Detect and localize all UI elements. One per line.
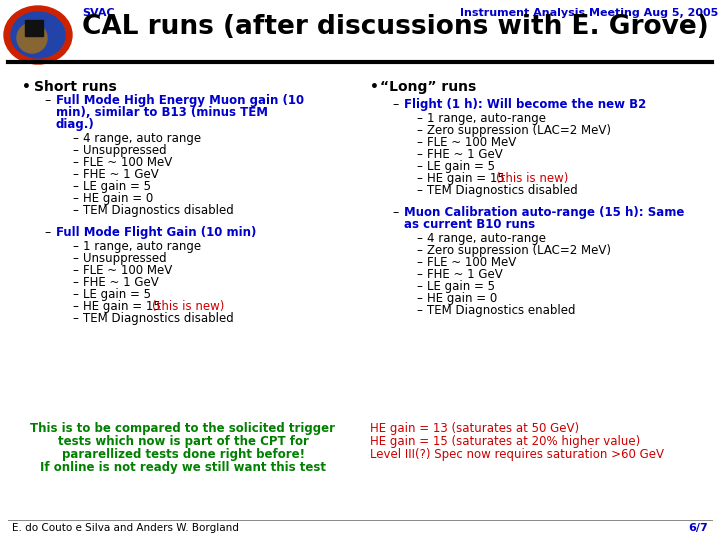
Ellipse shape [4,6,72,64]
Text: –: – [72,204,78,217]
Text: 4 range, auto range: 4 range, auto range [83,132,201,145]
Text: –: – [72,276,78,289]
Text: –: – [416,124,422,137]
Text: TEM Diagnostics disabled: TEM Diagnostics disabled [427,184,577,197]
Text: tests which now is part of the CPT for: tests which now is part of the CPT for [58,435,308,448]
Text: –: – [416,232,422,245]
Text: –: – [72,252,78,265]
Text: –: – [72,132,78,145]
Text: –: – [72,180,78,193]
Text: FLE ~ 100 MeV: FLE ~ 100 MeV [427,256,516,269]
Text: FHE ~ 1 GeV: FHE ~ 1 GeV [83,168,158,181]
Text: Zero suppression (LAC=2 MeV): Zero suppression (LAC=2 MeV) [427,124,611,137]
Text: FLE ~ 100 MeV: FLE ~ 100 MeV [83,264,172,277]
Text: –: – [416,172,422,185]
Text: –: – [416,148,422,161]
Text: –: – [72,264,78,277]
Text: HE gain = 15: HE gain = 15 [427,172,508,185]
Text: –: – [416,244,422,257]
Text: FHE ~ 1 GeV: FHE ~ 1 GeV [83,276,158,289]
Text: FLE ~ 100 MeV: FLE ~ 100 MeV [427,136,516,149]
Text: Full Mode Flight Gain (10 min): Full Mode Flight Gain (10 min) [56,226,256,239]
Text: HE gain = 13 (saturates at 50 GeV): HE gain = 13 (saturates at 50 GeV) [370,422,579,435]
Text: Muon Calibration auto-range (15 h): Same: Muon Calibration auto-range (15 h): Same [404,206,685,219]
Text: Full Mode High Energy Muon gain (10: Full Mode High Energy Muon gain (10 [56,94,304,107]
Text: min), similar to B13 (minus TEM: min), similar to B13 (minus TEM [56,106,268,119]
Text: LE gain = 5: LE gain = 5 [427,280,495,293]
Text: LE gain = 5: LE gain = 5 [83,288,151,301]
Text: •: • [370,80,379,94]
Text: –: – [416,292,422,305]
Text: –: – [416,268,422,281]
Text: –: – [416,160,422,173]
Text: SVAC: SVAC [82,8,114,18]
Text: –: – [392,98,398,111]
Text: TEM Diagnostics disabled: TEM Diagnostics disabled [83,204,234,217]
Text: –: – [72,288,78,301]
Text: 1 range, auto-range: 1 range, auto-range [427,112,546,125]
Text: –: – [72,168,78,181]
Text: If online is not ready we still want this test: If online is not ready we still want thi… [40,461,326,474]
Text: –: – [416,136,422,149]
Text: “Long” runs: “Long” runs [380,80,476,94]
Text: –: – [44,94,50,107]
Text: FLE ~ 100 MeV: FLE ~ 100 MeV [83,156,172,169]
Text: –: – [44,226,50,239]
Text: (this is new): (this is new) [152,300,224,313]
Text: 4 range, auto-range: 4 range, auto-range [427,232,546,245]
Text: Instrument Analysis Meeting Aug 5, 2005: Instrument Analysis Meeting Aug 5, 2005 [460,8,718,18]
Text: Short runs: Short runs [34,80,117,94]
Text: HE gain = 0: HE gain = 0 [427,292,498,305]
Text: –: – [416,256,422,269]
Ellipse shape [17,23,47,53]
Text: LE gain = 5: LE gain = 5 [427,160,495,173]
Text: •: • [22,80,31,94]
Text: FHE ~ 1 GeV: FHE ~ 1 GeV [427,148,503,161]
Text: –: – [392,206,398,219]
Text: LE gain = 5: LE gain = 5 [83,180,151,193]
Text: –: – [72,312,78,325]
Text: –: – [72,156,78,169]
Text: FHE ~ 1 GeV: FHE ~ 1 GeV [427,268,503,281]
Text: E. do Couto e Silva and Anders W. Borgland: E. do Couto e Silva and Anders W. Borgla… [12,523,239,533]
Text: CAL runs (after discussions with E. Grove): CAL runs (after discussions with E. Grov… [82,14,708,40]
Text: 1 range, auto range: 1 range, auto range [83,240,201,253]
Text: Level III(?) Spec now requires saturation >60 GeV: Level III(?) Spec now requires saturatio… [370,448,664,461]
Text: HE gain = 0: HE gain = 0 [83,192,153,205]
Text: Flight (1 h): Will become the new B2: Flight (1 h): Will become the new B2 [404,98,647,111]
Text: TEM Diagnostics enabled: TEM Diagnostics enabled [427,304,575,317]
Text: –: – [416,304,422,317]
Text: –: – [72,240,78,253]
Text: –: – [416,184,422,197]
Text: –: – [72,192,78,205]
Text: HE gain = 15: HE gain = 15 [83,300,164,313]
Text: Unsuppressed: Unsuppressed [83,144,166,157]
Text: HE gain = 15 (saturates at 20% higher value): HE gain = 15 (saturates at 20% higher va… [370,435,640,448]
Text: pararellized tests done right before!: pararellized tests done right before! [61,448,305,461]
Text: TEM Diagnostics disabled: TEM Diagnostics disabled [83,312,234,325]
Text: This is to be compared to the solicited trigger: This is to be compared to the solicited … [30,422,336,435]
Text: Zero suppression (LAC=2 MeV): Zero suppression (LAC=2 MeV) [427,244,611,257]
Text: Unsuppressed: Unsuppressed [83,252,166,265]
Text: (this is new): (this is new) [496,172,568,185]
Text: 6/7: 6/7 [688,523,708,533]
Text: –: – [72,144,78,157]
Bar [25,20,43,36]
Text: –: – [416,280,422,293]
Text: diag.): diag.) [56,118,95,131]
Text: –: – [72,300,78,313]
Text: as current B10 runs: as current B10 runs [404,218,535,231]
Text: –: – [416,112,422,125]
Ellipse shape [11,12,65,58]
